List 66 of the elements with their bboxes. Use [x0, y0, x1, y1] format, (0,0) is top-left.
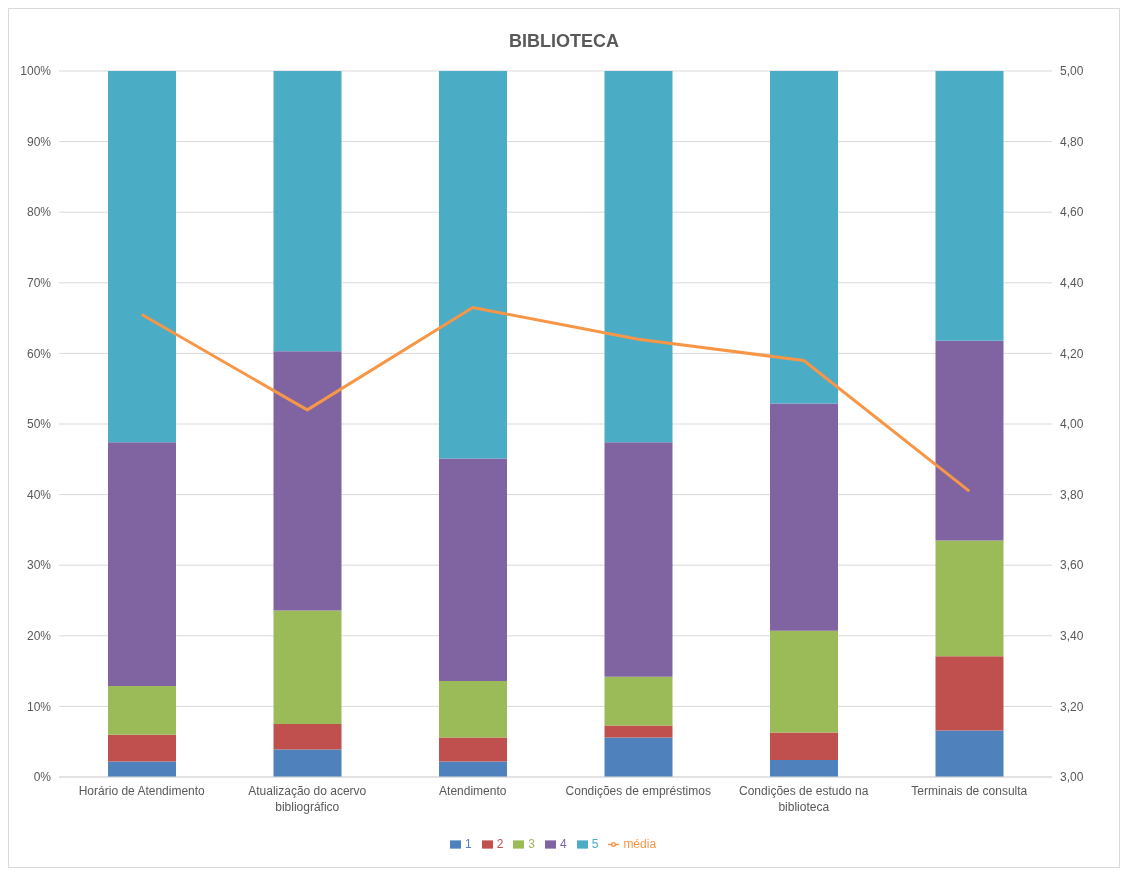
bar — [439, 680, 507, 738]
bar — [604, 442, 673, 677]
bar — [108, 734, 176, 762]
bar — [604, 676, 673, 726]
x-tick-label: Condições de empréstimos — [565, 784, 711, 798]
x-tick-label: Horário de Atendimento — [78, 784, 206, 798]
x-tick-label: Atualização do acervo bibliográfico — [248, 784, 367, 814]
bar — [273, 351, 342, 611]
bar — [273, 724, 342, 750]
bar — [770, 732, 838, 761]
bar — [935, 656, 1004, 731]
bar — [439, 71, 507, 459]
bar — [770, 630, 838, 733]
line-series — [140, 306, 971, 493]
bar — [935, 540, 1004, 657]
bar — [770, 71, 838, 404]
legend-label: média — [623, 837, 657, 851]
legend-label: 4 — [560, 837, 567, 851]
y-tick-label: 0% — [33, 770, 52, 785]
y-tick-label: 20% — [26, 629, 52, 644]
y-tick-label: 30% — [26, 558, 52, 573]
legend-label: 2 — [496, 837, 504, 851]
y2-tick-label: 3,60 — [1060, 558, 1084, 573]
bar — [935, 71, 1004, 341]
y-tick-label: 10% — [26, 699, 52, 714]
x-tick-label: Condições de estudo na biblioteca — [739, 784, 869, 814]
x-tick-label: Terminais de consulta — [911, 784, 1028, 798]
bar — [935, 730, 1004, 777]
bar — [439, 458, 507, 681]
y-tick-label: 90% — [26, 134, 52, 149]
y-tick-label: 50% — [26, 417, 52, 432]
bar — [770, 403, 838, 631]
y-tick-label: 80% — [26, 205, 52, 220]
y2-tick-label: 4,80 — [1060, 134, 1084, 149]
y2-tick-label: 4,60 — [1060, 205, 1084, 220]
bar — [935, 340, 1004, 541]
y2-tick-label: 3,40 — [1060, 629, 1084, 644]
bar — [604, 725, 673, 738]
y2-tick-label: 4,40 — [1060, 276, 1084, 291]
bar — [108, 685, 176, 735]
y2-tick-label: 4,00 — [1060, 417, 1084, 432]
y2-tick-label: 5,00 — [1060, 64, 1084, 79]
bar — [273, 610, 342, 725]
y-tick-label: 60% — [26, 346, 52, 361]
bar — [604, 71, 673, 443]
legend-label: 3 — [528, 837, 535, 851]
bar — [108, 761, 176, 777]
bar — [108, 442, 176, 686]
y2-tick-label: 3,00 — [1060, 770, 1084, 785]
y-tick-label: 40% — [26, 487, 52, 502]
bar — [439, 737, 507, 762]
y-tick-label: 100% — [20, 64, 52, 79]
y2-tick-label: 4,20 — [1060, 346, 1084, 361]
bar — [604, 737, 673, 777]
bar — [273, 749, 342, 777]
y2-tick-label: 3,80 — [1060, 487, 1084, 502]
y2-tick-label: 3,20 — [1060, 699, 1084, 714]
chart-title: BIBLIOTECA — [508, 30, 620, 53]
bar — [108, 71, 176, 443]
bar — [273, 71, 342, 352]
y-tick-label: 70% — [26, 276, 52, 291]
bar — [439, 761, 507, 777]
legend-label: 1 — [464, 837, 472, 851]
bar — [770, 760, 838, 777]
x-tick-label: Atendimento — [439, 784, 507, 798]
legend-label: 5 — [591, 837, 599, 851]
